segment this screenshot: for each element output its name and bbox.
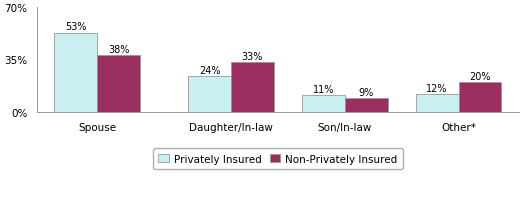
Bar — [302, 96, 345, 112]
Text: 9%: 9% — [359, 88, 374, 98]
Text: 38%: 38% — [108, 45, 129, 55]
Text: 20%: 20% — [469, 71, 491, 81]
Bar — [54, 33, 97, 112]
Bar — [188, 77, 231, 112]
Text: 12%: 12% — [426, 83, 448, 93]
Bar — [231, 63, 274, 112]
Text: 24%: 24% — [199, 66, 220, 75]
Bar — [459, 83, 502, 112]
Legend: Privately Insured, Non-Privately Insured: Privately Insured, Non-Privately Insured — [153, 149, 403, 169]
Text: 11%: 11% — [313, 85, 334, 95]
Bar — [345, 99, 388, 112]
Bar — [97, 56, 140, 112]
Text: 33%: 33% — [242, 52, 263, 62]
Text: 53%: 53% — [65, 22, 87, 32]
Bar — [416, 94, 459, 112]
